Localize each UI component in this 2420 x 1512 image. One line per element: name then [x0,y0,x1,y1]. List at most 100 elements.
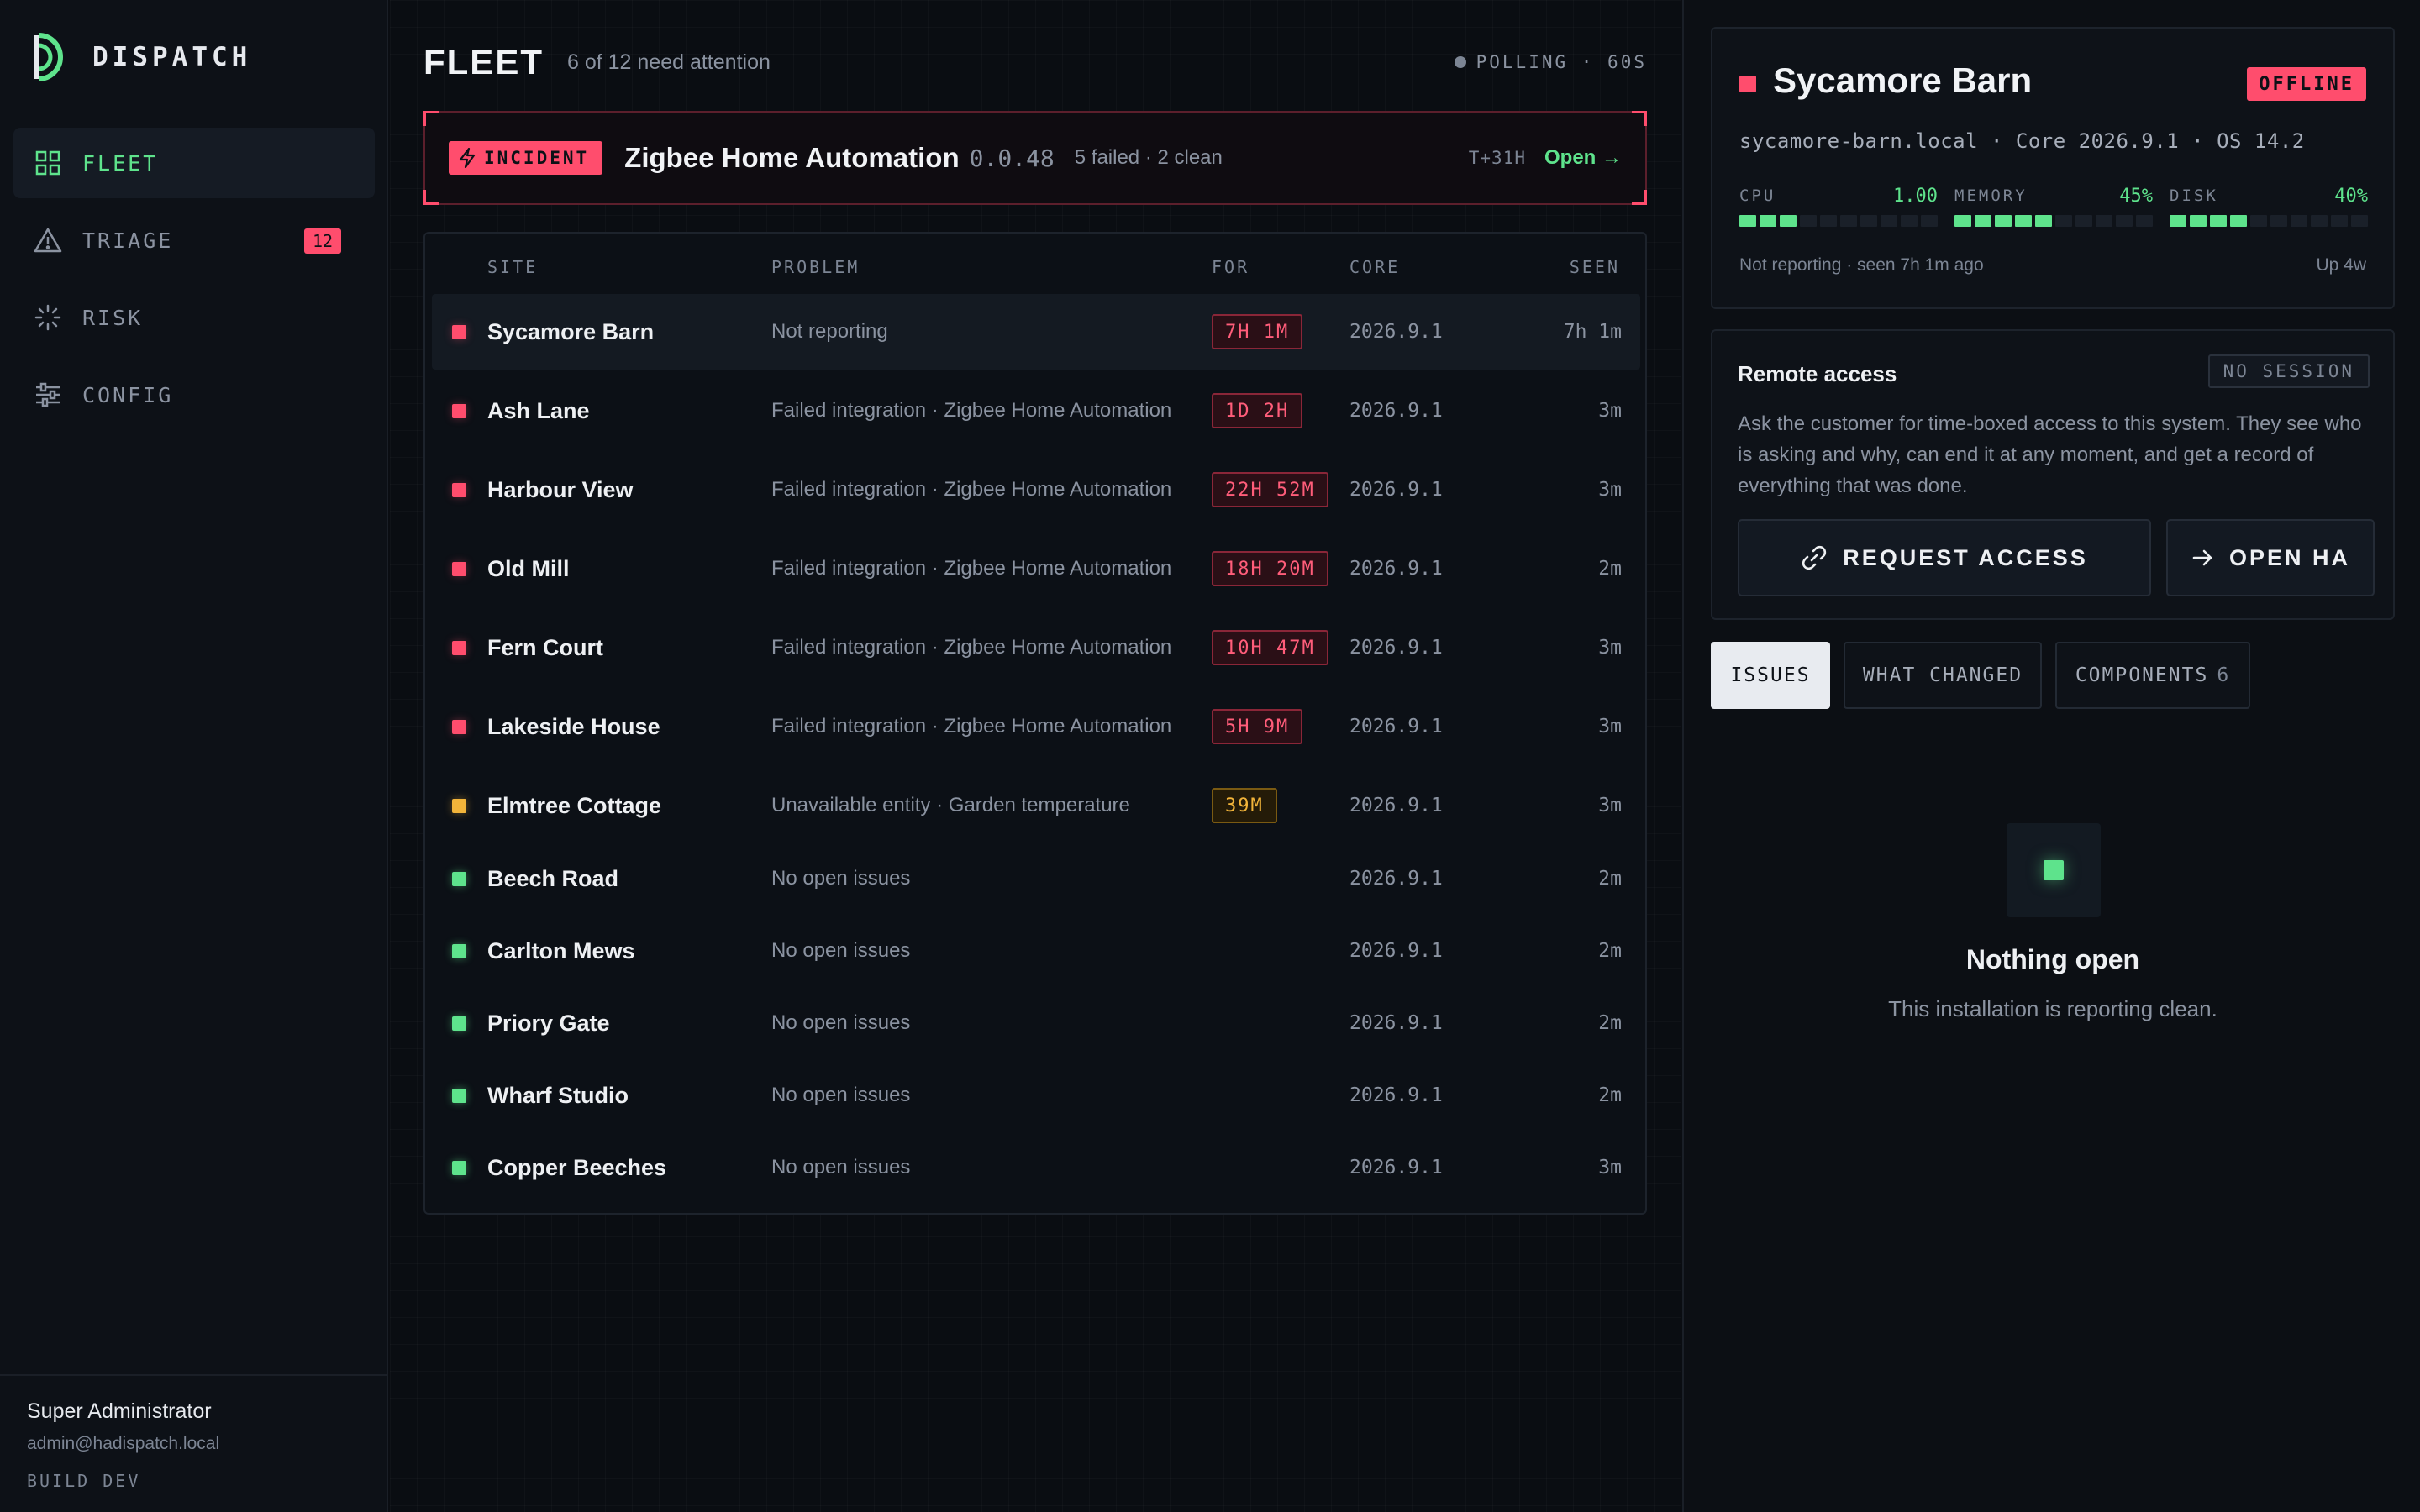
table-row[interactable]: Elmtree Cottage Unavailable entity · Gar… [432,768,1640,843]
open-ha-label: OPEN HA [2228,544,2351,570]
core-version: 2026.9.1 [1349,1157,1443,1179]
remote-access-card: Remote access NO SESSION Ask the custome… [1711,329,2395,620]
sidebar-item-label: TRIAGE [82,228,174,253]
table-row[interactable]: Priory Gate No open issues 2026.9.1 2m [432,988,1640,1058]
table-row[interactable]: Copper Beeches No open issues 2026.9.1 3… [432,1132,1640,1203]
site-name: Old Mill [487,555,570,581]
sidebar-nav: FLEET TRIAGE 12 RISK [13,128,375,437]
table-row[interactable]: Ash Lane Failed integration · Zigbee Hom… [432,373,1640,449]
site-name: Ash Lane [487,397,590,423]
column-header-for[interactable]: FOR [1212,257,1250,277]
sidebar-item-fleet[interactable]: FLEET [13,128,375,198]
incident-open-link[interactable]: Open → [1544,146,1622,169]
brand[interactable]: DISPATCH [30,30,251,84]
clean-status-icon [2007,823,2101,917]
empty-state-subtitle: This installation is reporting clean. [1888,996,2217,1021]
status-dot-icon [1739,76,1756,92]
problem-text: Not reporting [771,320,888,343]
table-row[interactable]: Fern Court Failed integration · Zigbee H… [432,610,1640,685]
last-seen: 3m [1598,795,1622,816]
sidebar-item-triage[interactable]: TRIAGE 12 [13,205,375,276]
incident-title: Zigbee Home Automation [624,142,960,173]
sidebar-item-label: FLEET [82,150,159,176]
loader-icon [34,303,62,332]
polling-status: POLLING · 60S [1454,52,1647,72]
site-name: Elmtree Cottage [487,792,662,818]
uptime: Up 4w [2316,255,2366,275]
column-header-site[interactable]: SITE [487,257,539,277]
sidebar-item-config[interactable]: CONFIG [13,360,375,430]
problem-text: Unavailable entity · Garden temperature [771,794,1130,816]
table-row[interactable]: Lakeside House Failed integration · Zigb… [432,689,1640,764]
tab-count: 6 [2217,664,2231,686]
brand-name: DISPATCH [92,42,252,72]
user-email: admin@hadispatch.local [27,1434,220,1453]
column-header-core[interactable]: CORE [1349,257,1401,277]
metric-disk: DISK 40% [2170,185,2368,227]
incident-banner[interactable]: INCIDENT Zigbee Home Automation 0.0.48 5… [424,111,1647,205]
last-seen: 3m [1598,400,1622,422]
problem-text: Failed integration · Zigbee Home Automat… [771,715,1172,738]
metric-value: 40% [2334,185,2368,207]
last-seen: 2m [1598,868,1622,890]
table-row[interactable]: Wharf Studio No open issues 2026.9.1 2m [432,1060,1640,1131]
table-row[interactable]: Sycamore Barn Not reporting 7H 1M 2026.9… [432,294,1640,370]
status-dot-icon [452,403,466,418]
reporting-status: Not reporting · seen 7h 1m ago [1739,255,1984,275]
empty-state-title: Nothing open [1965,944,2140,974]
last-seen: 2m [1598,1084,1622,1106]
core-version: 2026.9.1 [1349,637,1443,659]
page-title: FLEET [424,42,544,81]
table-row[interactable]: Carlton Mews No open issues 2026.9.1 2m [432,916,1640,986]
core-version: 2026.9.1 [1349,716,1443,738]
tab-issues[interactable]: ISSUES [1711,642,1830,709]
tab-components[interactable]: COMPONENTS 6 [2055,642,2250,709]
remote-access-title: Remote access [1738,361,1897,386]
open-ha-button[interactable]: OPEN HA [2166,519,2375,596]
status-dot-icon [452,1160,466,1175]
session-badge: NO SESSION [2207,354,2370,388]
metric-label: CPU [1739,186,1776,205]
table-row[interactable]: Harbour View Failed integration · Zigbee… [432,452,1640,528]
site-meta: sycamore-barn.local · Core 2026.9.1 · OS… [1739,129,2305,153]
polling-dot-icon [1454,56,1466,68]
last-seen: 7h 1m [1563,321,1622,343]
sidebar-item-label: CONFIG [82,382,174,407]
request-access-label: REQUEST ACCESS [1843,544,2088,570]
incident-meta: 5 failed · 2 clean [1074,146,1223,169]
status-dot-icon [452,1016,466,1031]
dispatch-logo-icon [34,33,63,81]
tab-label: COMPONENTS [2075,664,2209,686]
last-seen: 3m [1598,1157,1622,1179]
core-version: 2026.9.1 [1349,795,1443,816]
table-row[interactable]: Beech Road No open issues 2026.9.1 2m [432,843,1640,914]
last-seen: 3m [1598,637,1622,659]
fleet-table: SITE PROBLEM FOR CORE SEEN Sycamore Barn… [424,232,1647,1215]
incident-time: T+31H [1468,148,1526,168]
metric-meter [2170,215,2368,227]
request-access-button[interactable]: REQUEST ACCESS [1738,519,2151,596]
core-version: 2026.9.1 [1349,1012,1443,1034]
table-row[interactable]: Old Mill Failed integration · Zigbee Hom… [432,531,1640,606]
core-version: 2026.9.1 [1349,1084,1443,1106]
problem-text: Failed integration · Zigbee Home Automat… [771,399,1172,422]
sidebar-item-risk[interactable]: RISK [13,282,375,353]
user-panel[interactable]: Super Administrator admin@hadispatch.loc… [0,1374,387,1512]
site-name: Fern Court [487,634,603,660]
duration-badge: 1D 2H [1212,393,1303,428]
triage-count-badge: 12 [304,228,341,254]
remote-access-description: Ask the customer for time-boxed access t… [1738,412,2362,497]
status-dot-icon [452,640,466,655]
column-header-seen[interactable]: SEEN [1569,257,1620,277]
sidebar-item-label: RISK [82,305,144,330]
site-name: Beech Road [487,865,619,891]
site-name: Harbour View [487,476,634,502]
problem-text: No open issues [771,939,911,962]
metric-meter [1954,215,2153,227]
last-seen: 2m [1598,1012,1622,1034]
tab-what-changed[interactable]: WHAT CHANGED [1844,642,2042,709]
core-version: 2026.9.1 [1349,321,1443,343]
column-header-problem[interactable]: PROBLEM [771,257,860,277]
metric-label: DISK [2170,186,2218,205]
incident-badge: INCIDENT [449,141,603,175]
